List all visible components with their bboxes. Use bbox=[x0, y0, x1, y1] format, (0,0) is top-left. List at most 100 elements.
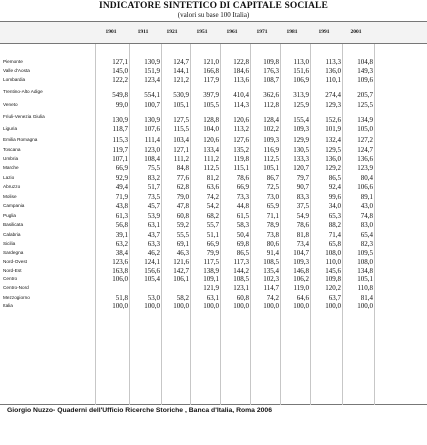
table-cell: 128,8 bbox=[203, 116, 219, 124]
table-cell: 100,0 bbox=[233, 302, 249, 310]
table-cell: 63,2 bbox=[115, 240, 128, 248]
table-cell: 108,7 bbox=[263, 76, 279, 84]
table-cell: 47,8 bbox=[176, 202, 189, 210]
table-cell: 89,1 bbox=[360, 193, 373, 201]
page-subtitle: (valori su base 100 Italia) bbox=[177, 11, 250, 19]
table-cell: 79,0 bbox=[176, 193, 189, 201]
table-cell: 119,7 bbox=[112, 146, 129, 154]
table-cell: 99,0 bbox=[115, 101, 128, 109]
table-cell: 205,7 bbox=[357, 91, 373, 99]
table-cell: 102,3 bbox=[263, 275, 279, 283]
table-cell: 136,0 bbox=[325, 67, 341, 75]
table-cell: 61,3 bbox=[115, 212, 128, 220]
table-cell: 58,3 bbox=[236, 221, 249, 229]
table-cell: 105,1 bbox=[263, 164, 279, 172]
column-header: 1911 bbox=[137, 29, 149, 35]
table-cell: 61,5 bbox=[236, 212, 249, 220]
data-table: 1901 1911 1921 1951 1961 1971 1981 1991 2001 Pie… bbox=[0, 21, 427, 405]
column-header: 1981 bbox=[286, 29, 298, 35]
column-header: 1961 bbox=[226, 29, 238, 35]
table-cell: 106,9 bbox=[293, 76, 309, 84]
table-cell: 104,8 bbox=[357, 58, 373, 66]
table-cell: 117,5 bbox=[203, 258, 220, 266]
column-divider bbox=[95, 44, 96, 405]
table-cell: 313,9 bbox=[293, 91, 309, 99]
table-cell: 100,0 bbox=[293, 302, 309, 310]
row-label: Molise bbox=[3, 194, 17, 199]
table-cell: 108,0 bbox=[357, 258, 373, 266]
row-label: Puglia bbox=[3, 213, 17, 218]
table-cell: 114,3 bbox=[233, 101, 250, 109]
table-cell: 111,2 bbox=[173, 155, 189, 163]
table-cell: 120,6 bbox=[233, 116, 249, 124]
row-label: Abruzzo bbox=[3, 184, 21, 189]
table-cell: 135,4 bbox=[263, 267, 279, 275]
table-cell: 129,2 bbox=[325, 164, 341, 172]
row-label: Lazio bbox=[3, 175, 15, 180]
table-cell: 92,4 bbox=[328, 183, 341, 191]
table-cell: 124,7 bbox=[357, 146, 373, 154]
table-cell: 145,6 bbox=[325, 267, 341, 275]
table-cell: 362,6 bbox=[263, 91, 279, 99]
table-bottom-rule bbox=[0, 404, 427, 405]
table-cell: 129,5 bbox=[325, 146, 341, 154]
table-cell: 163,8 bbox=[112, 267, 128, 275]
table-cell: 109,3 bbox=[293, 125, 309, 133]
table-cell: 112,5 bbox=[203, 164, 220, 172]
table-cell: 127,1 bbox=[173, 146, 189, 154]
table-cell: 132,4 bbox=[325, 136, 341, 144]
table-cell: 72,5 bbox=[266, 183, 279, 191]
table-cell: 83,0 bbox=[360, 221, 373, 229]
table-header: 1901 1911 1921 1951 1961 1971 1981 1991 2001 bbox=[0, 21, 427, 44]
table-cell: 100,0 bbox=[325, 302, 341, 310]
row-label: Valle d'Aosta bbox=[3, 68, 30, 73]
table-cell: 129,9 bbox=[293, 136, 309, 144]
table-cell: 135,2 bbox=[233, 146, 249, 154]
column-divider bbox=[129, 44, 130, 405]
table-cell: 410,4 bbox=[233, 91, 249, 99]
table-cell: 107,1 bbox=[112, 155, 128, 163]
row-label: Sicilia bbox=[3, 241, 16, 246]
table-cell: 79,9 bbox=[206, 249, 219, 257]
table-cell: 136,6 bbox=[357, 155, 373, 163]
table-cell: 156,6 bbox=[144, 267, 160, 275]
table-cell: 69,8 bbox=[236, 240, 249, 248]
table-cell: 53,0 bbox=[147, 294, 160, 302]
column-header: 1921 bbox=[166, 29, 178, 35]
row-label: Trentino-Alto Adige bbox=[3, 89, 43, 94]
table-cell: 127,2 bbox=[357, 136, 373, 144]
table-cell: 166,8 bbox=[203, 67, 219, 75]
table-cell: 62,8 bbox=[176, 183, 189, 191]
table-cell: 123,9 bbox=[357, 164, 373, 172]
table-cell: 39,1 bbox=[115, 231, 128, 239]
row-label: Mezzogiorno bbox=[3, 295, 30, 300]
table-cell: 77,6 bbox=[176, 174, 189, 182]
table-cell: 100,0 bbox=[112, 302, 128, 310]
table-cell: 122,8 bbox=[233, 58, 249, 66]
row-label: Campania bbox=[3, 203, 25, 208]
table-cell: 45,7 bbox=[147, 202, 160, 210]
table-cell: 151,6 bbox=[293, 67, 309, 75]
table-cell: 115,1 bbox=[233, 164, 250, 172]
table-cell: 79,7 bbox=[296, 174, 309, 182]
table-cell: 109,5 bbox=[357, 249, 373, 257]
table-cell: 105,1 bbox=[173, 101, 189, 109]
column-header: 1991 bbox=[318, 29, 330, 35]
row-label: Sardegna bbox=[3, 250, 24, 255]
table-cell: 73,4 bbox=[296, 240, 309, 248]
table-cell: 66,9 bbox=[236, 183, 249, 191]
table-cell: 151,9 bbox=[144, 67, 160, 75]
table-cell: 104,7 bbox=[293, 249, 309, 257]
table-cell: 37,5 bbox=[296, 202, 309, 210]
table-cell: 120,7 bbox=[293, 164, 309, 172]
table-cell: 530,9 bbox=[173, 91, 189, 99]
table-cell: 134,9 bbox=[357, 116, 373, 124]
table-cell: 549,8 bbox=[112, 91, 128, 99]
table-cell: 115,3 bbox=[112, 136, 129, 144]
table-cell: 109,3 bbox=[263, 136, 279, 144]
table-cell: 71,9 bbox=[115, 193, 128, 201]
table-cell: 88,2 bbox=[328, 221, 341, 229]
table-cell: 109,1 bbox=[203, 275, 219, 283]
table-cell: 117,9 bbox=[203, 76, 220, 84]
table-cell: 119,8 bbox=[233, 155, 250, 163]
